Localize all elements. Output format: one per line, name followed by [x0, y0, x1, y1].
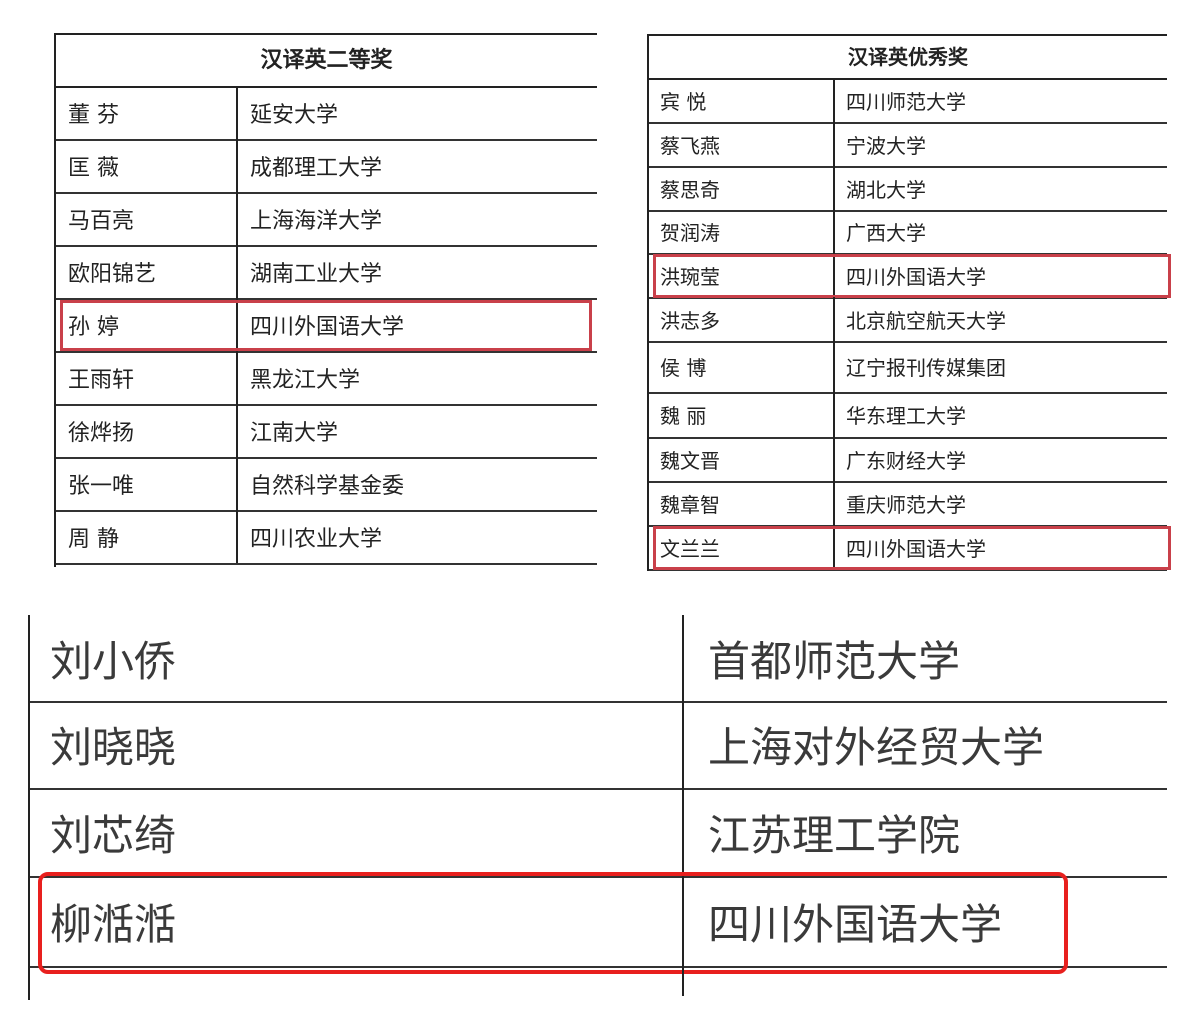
organization-cell: 江苏理工学院	[682, 788, 1167, 876]
column-divider	[682, 966, 1167, 996]
organization-cell: 上海对外经贸大学	[682, 701, 1167, 788]
name-cell: 匡 薇	[68, 155, 119, 181]
table-row: 蔡思奇 湖北大学	[649, 166, 1167, 212]
table-row: 孙 婷 四川外国语大学	[56, 298, 597, 353]
organization-cell: 辽宁报刊传媒集团	[833, 341, 1167, 392]
organization-cell: 广东财经大学	[833, 437, 1167, 481]
organization-cell: 重庆师范大学	[833, 481, 1167, 525]
name-cell: 魏章智	[660, 492, 720, 517]
name-cell: 侯 博	[660, 356, 707, 380]
table-row: 洪志多 北京航空航天大学	[649, 297, 1167, 343]
name-cell: 洪志多	[660, 308, 720, 333]
organization-cell: 广西大学	[833, 210, 1167, 253]
table-row: 宾 悦 四川师范大学	[649, 78, 1167, 124]
table-row: 董 芬 延安大学	[56, 86, 597, 141]
table-row: 洪琬莹 四川外国语大学	[649, 253, 1167, 299]
name-cell: 宾 悦	[660, 89, 707, 114]
name-cell: 欧阳锦艺	[68, 261, 157, 287]
table-row: 刘晓晓 上海对外经贸大学	[30, 701, 1167, 790]
name-cell: 蔡飞燕	[660, 133, 720, 158]
table-row: 柳湉湉 四川外国语大学	[30, 876, 1167, 968]
organization-cell: 北京航空航天大学	[833, 297, 1167, 341]
table-title: 汉译英优秀奖	[649, 36, 1167, 80]
table-row: 徐烨扬 江南大学	[56, 404, 597, 459]
table-row: 魏章智 重庆师范大学	[649, 481, 1167, 527]
organization-cell: 四川师范大学	[833, 78, 1167, 122]
name-cell: 文兰兰	[660, 536, 720, 561]
name-cell: 王雨轩	[68, 367, 135, 393]
organization-cell: 成都理工大学	[236, 139, 597, 192]
table-row: 欧阳锦艺 湖南工业大学	[56, 245, 597, 300]
name-cell: 魏 丽	[660, 404, 707, 428]
second-prize-table: 汉译英二等奖 董 芬 延安大学匡 薇 成都理工大学马百亮 上海海洋大学欧阳锦艺 湖南工业…	[54, 33, 597, 567]
organization-cell: 首都师范大学	[682, 615, 1167, 701]
organization-cell: 宁波大学	[833, 122, 1167, 166]
organization-cell: 四川外国语大学	[833, 253, 1167, 297]
name-cell: 魏文晋	[660, 448, 720, 473]
table-row: 张一唯 自然科学基金委	[56, 457, 597, 512]
organization-cell: 延安大学	[236, 86, 597, 139]
organization-cell: 自然科学基金委	[236, 457, 597, 510]
table-row: 王雨轩 黑龙江大学	[56, 351, 597, 406]
organization-cell: 黑龙江大学	[236, 351, 597, 404]
table-row: 刘芯绮 江苏理工学院	[30, 788, 1167, 878]
table-row: 侯 博 辽宁报刊传媒集团	[649, 341, 1167, 394]
name-cell: 柳湉湉	[50, 899, 177, 949]
table-title: 汉译英二等奖	[56, 35, 597, 88]
name-cell: 马百亮	[68, 208, 135, 234]
organization-cell: 四川外国语大学	[833, 525, 1167, 569]
organization-cell: 上海海洋大学	[236, 192, 597, 245]
table-row: 魏文晋 广东财经大学	[649, 437, 1167, 483]
name-cell: 洪琬莹	[660, 264, 720, 289]
organization-cell: 湖南工业大学	[236, 245, 597, 298]
organization-cell: 江南大学	[236, 404, 597, 457]
name-cell: 周 静	[68, 526, 119, 552]
table-row: 刘小侨 首都师范大学	[30, 615, 1167, 703]
table-row: 文兰兰 四川外国语大学	[649, 525, 1167, 571]
name-cell: 张一唯	[68, 473, 135, 499]
name-cell: 贺润涛	[660, 221, 720, 245]
table-row: 周 静 四川农业大学	[56, 510, 597, 565]
table-row: 蔡飞燕 宁波大学	[649, 122, 1167, 168]
table-row: 贺润涛 广西大学	[649, 210, 1167, 255]
organization-cell: 四川外国语大学	[236, 298, 597, 351]
zoomed-table: 刘小侨 首都师范大学刘晓晓 上海对外经贸大学刘芯绮 江苏理工学院柳湉湉 四川外国语大学	[28, 615, 1167, 1000]
table-row: 魏 丽 华东理工大学	[649, 392, 1167, 439]
organization-cell: 四川外国语大学	[682, 876, 1167, 966]
name-cell: 刘小侨	[50, 636, 177, 686]
name-cell: 孙 婷	[68, 314, 119, 340]
name-cell: 蔡思奇	[660, 177, 720, 202]
name-cell: 董 芬	[68, 102, 119, 128]
name-cell: 刘晓晓	[50, 723, 177, 772]
organization-cell: 湖北大学	[833, 166, 1167, 210]
organization-cell: 四川农业大学	[236, 510, 597, 563]
name-cell: 刘芯绮	[50, 810, 177, 860]
name-cell: 徐烨扬	[68, 420, 135, 446]
table-row: 匡 薇 成都理工大学	[56, 139, 597, 194]
excellence-prize-table: 汉译英优秀奖 宾 悦四川师范大学 蔡飞燕 宁波大学 蔡思奇 湖北大学 贺润涛 广西大学 洪琬莹…	[647, 34, 1171, 571]
organization-cell: 华东理工大学	[833, 392, 1167, 437]
table-row: 马百亮 上海海洋大学	[56, 192, 597, 247]
